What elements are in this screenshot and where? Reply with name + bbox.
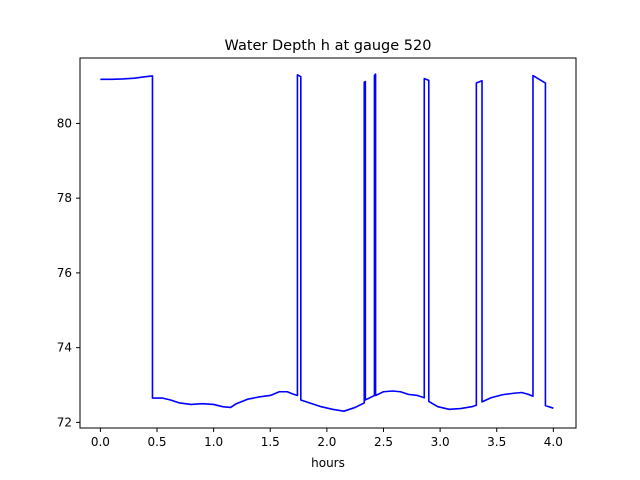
x-tick-label: 0.5 [147,435,166,449]
x-axis: 0.0 0.5 1.0 1.5 2.0 2.5 3.0 3.5 4.0 [91,428,563,449]
x-tick-label: 1.5 [261,435,280,449]
x-tick-label: 4.0 [544,435,563,449]
plot-area [80,58,576,428]
series-layer [100,73,554,412]
x-tick-label: 2.0 [317,435,336,449]
plot-background [80,58,576,428]
x-tick-label: 2.5 [374,435,393,449]
series-line [100,73,554,412]
chart-title: Water Depth h at gauge 520 [225,38,432,54]
x-tick-label: 3.5 [487,435,506,449]
plot-frame [79,57,577,429]
x-tick-label: 1.0 [204,435,223,449]
y-tick-label: 80 [57,116,72,130]
y-tick-label: 76 [57,266,72,280]
y-tick-label: 74 [57,341,72,355]
x-tick-label: 3.0 [431,435,450,449]
y-tick-label: 72 [57,415,72,429]
x-tick-label: 0.0 [91,435,110,449]
y-tick-label: 78 [57,191,72,205]
y-axis: 72 74 76 78 80 [57,116,80,429]
x-axis-label: hours [311,456,345,470]
